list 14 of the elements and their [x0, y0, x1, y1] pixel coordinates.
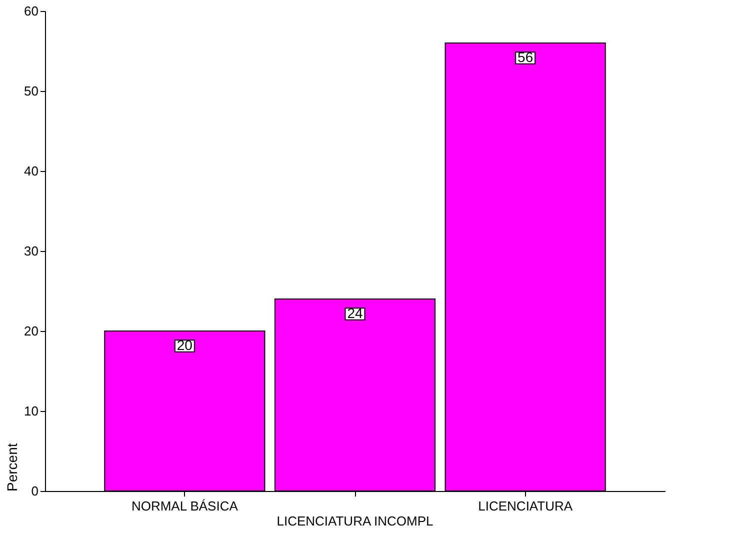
y-tick-label: 50 — [24, 84, 38, 98]
y-tick-label: 20 — [24, 324, 38, 338]
x-tick-label: LICENCIATURA INCOMPL — [276, 514, 434, 528]
data-label: 56 — [518, 49, 534, 65]
x-tick-label: LICENCIATURA — [478, 498, 573, 514]
y-tick-label: 0 — [31, 484, 38, 498]
y-tick-label: 10 — [24, 404, 38, 418]
y-tick-label: 60 — [24, 4, 38, 18]
y-tick-label: 30 — [24, 244, 38, 258]
data-label: 24 — [347, 305, 363, 321]
x-tick-label: NORMAL BÁSICA — [131, 498, 238, 514]
y-axis-title: Percent — [4, 443, 20, 492]
data-label: 20 — [176, 337, 193, 353]
y-tick-label: 40 — [24, 164, 38, 178]
